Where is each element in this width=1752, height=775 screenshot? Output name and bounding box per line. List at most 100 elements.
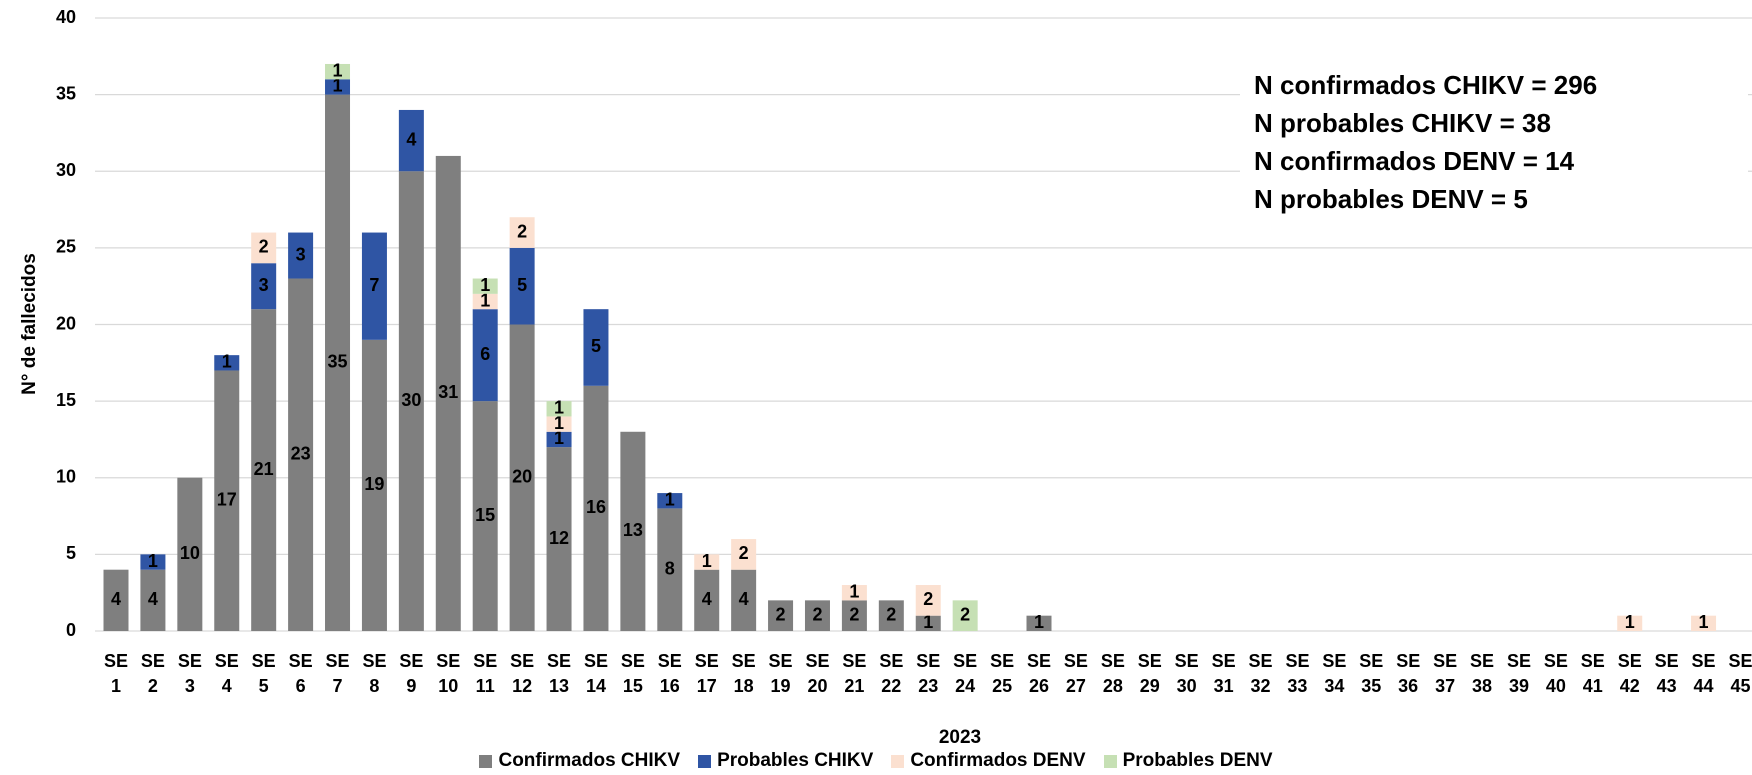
bar-segment [472, 278, 498, 294]
data-label: 2 [517, 221, 527, 241]
x-tick-label: SE 8 [362, 651, 387, 696]
bar-segment [509, 247, 535, 325]
x-tick-label: SE 29 [1137, 651, 1162, 696]
y-tick-label: 20 [56, 313, 76, 333]
x-tick-label: SE 15 [620, 651, 645, 696]
x-tick-label: SE 40 [1543, 651, 1568, 696]
legend-label: Probables CHIKV [717, 750, 874, 771]
y-tick-label: 40 [56, 7, 76, 27]
data-label: 4 [111, 589, 121, 609]
x-tick-label: SE 9 [399, 651, 424, 696]
bar-segment [251, 232, 277, 264]
x-tick-label: SE 45 [1728, 651, 1752, 696]
data-label: 4 [148, 589, 158, 609]
data-label: 1 [665, 489, 675, 509]
x-tick-label: SE 14 [583, 651, 608, 696]
x-tick-label: SE 3 [177, 651, 202, 696]
bar-segment [140, 569, 166, 631]
data-label: 2 [259, 237, 269, 257]
legend-item: Confirmados DENV [891, 750, 1086, 772]
x-tick-label: SE 19 [768, 651, 793, 696]
y-tick-label: 30 [56, 160, 76, 180]
legend-swatch [698, 754, 712, 768]
x-axis-title: 2023 [938, 727, 982, 748]
x-tick-label: SE 13 [547, 651, 572, 696]
legend-item: Probables CHIKV [698, 750, 873, 772]
x-tick-label: SE 10 [436, 651, 461, 696]
bar-segment [251, 263, 277, 310]
bar-segment [915, 615, 941, 631]
y-tick-label: 15 [56, 390, 76, 410]
x-tick-label: SE 31 [1211, 651, 1236, 696]
y-tick-label: 35 [56, 83, 76, 103]
x-tick-label: SE 28 [1100, 651, 1125, 696]
data-label: 30 [401, 390, 421, 410]
x-tick-label: SE 2 [140, 651, 165, 696]
x-tick-label: SE 23 [916, 651, 941, 696]
bar-segment [546, 401, 572, 417]
data-label: 12 [549, 528, 569, 548]
legend: Confirmados CHIKV Probables CHIKV Confirma… [0, 750, 1752, 772]
data-label: 1 [333, 76, 343, 96]
x-tick-label: SE 22 [879, 651, 904, 696]
legend-swatch [891, 754, 905, 768]
x-tick-label: SE 7 [325, 651, 350, 696]
bar-segment [1026, 615, 1052, 631]
legend-label: Confirmados CHIKV [498, 750, 681, 771]
data-label: 23 [291, 444, 311, 464]
data-label: 1 [148, 551, 158, 571]
x-tick-label: SE 37 [1433, 651, 1458, 696]
bar-segment [657, 508, 683, 631]
data-label: 1 [333, 60, 343, 80]
bar-segment [214, 370, 240, 631]
y-tick-label: 0 [66, 620, 76, 640]
x-tick-label: SE 16 [657, 651, 682, 696]
annotation: N confirmados CHIKV = 296 [1254, 70, 1598, 100]
x-tick-label: SE 17 [694, 651, 719, 696]
bar-segment [583, 309, 609, 386]
bar-segment [509, 217, 535, 248]
bar-segment [657, 493, 683, 509]
bar-segment [214, 355, 240, 371]
data-label: 2 [776, 604, 786, 624]
bar-segment [288, 278, 314, 631]
data-label: 7 [369, 275, 379, 295]
legend-label: Probables DENV [1122, 750, 1273, 771]
bar-segment [472, 293, 498, 310]
bar-segment [841, 585, 867, 601]
x-tick-label: SE 25 [990, 651, 1015, 696]
bar-segment [361, 232, 387, 340]
y-tick-label: 25 [56, 237, 76, 257]
data-label: 1 [554, 413, 564, 433]
x-tick-label: SE 33 [1285, 651, 1310, 696]
x-tick-label: SE 18 [731, 651, 756, 696]
data-label: 19 [364, 474, 384, 494]
bar-segment [472, 401, 498, 631]
data-label: 1 [1699, 612, 1709, 632]
bar-segment [325, 94, 351, 631]
x-tick-label: SE 32 [1248, 651, 1273, 696]
bar-segment [251, 309, 277, 631]
data-label: 4 [702, 589, 712, 609]
bar-segment [731, 539, 757, 570]
bar-segment [1617, 615, 1643, 631]
data-label: 35 [328, 352, 348, 372]
data-label: 1 [222, 352, 232, 372]
annotation: N probables DENV = 5 [1254, 184, 1528, 214]
bar-segment [103, 569, 129, 631]
data-label: 1 [480, 275, 490, 295]
x-tick-label: SE 24 [953, 651, 978, 696]
bar-segment [583, 385, 609, 631]
data-label: 13 [623, 520, 643, 540]
data-label: 17 [217, 489, 237, 509]
legend-swatch [1103, 754, 1117, 768]
x-tick-label: SE 11 [473, 651, 498, 696]
data-label: 5 [591, 336, 601, 356]
data-label: 1 [1034, 612, 1044, 632]
data-label: 3 [259, 275, 269, 295]
data-label: 2 [812, 604, 822, 624]
x-tick-label: SE 20 [805, 651, 830, 696]
x-tick-label: SE 36 [1396, 651, 1421, 696]
data-label: 2 [849, 604, 859, 624]
